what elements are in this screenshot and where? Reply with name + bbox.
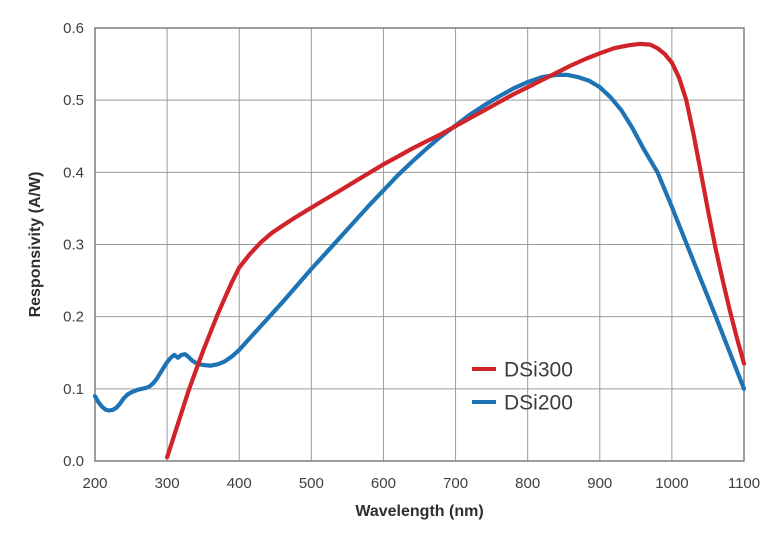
x-tick-label: 900 xyxy=(587,475,612,492)
plot-border xyxy=(94,27,745,462)
curve-dsi300 xyxy=(165,41,747,460)
y-tick-labels: 0.0 0.1 0.2 0.3 0.4 0.5 0.6 xyxy=(63,20,84,470)
curve-dsi200 xyxy=(92,72,747,413)
x-tick-label: 600 xyxy=(371,475,396,492)
x-tick-label: 500 xyxy=(299,475,324,492)
legend: DSi300 DSi200 xyxy=(472,359,573,415)
y-tick-label: 0.5 xyxy=(63,92,84,109)
gridlines xyxy=(94,27,745,462)
y-tick-label: 0.6 xyxy=(63,20,84,37)
y-tick-label: 0.1 xyxy=(63,381,84,398)
x-tick-label: 700 xyxy=(443,475,468,492)
legend-item-dsi300: DSi300 xyxy=(472,359,573,382)
x-tick-label: 800 xyxy=(515,475,540,492)
x-tick-label: 1100 xyxy=(728,475,760,492)
x-axis-title: Wavelength (nm) xyxy=(355,503,483,520)
legend-label-dsi200: DSi200 xyxy=(504,392,573,415)
y-tick-label: 0.2 xyxy=(63,309,84,326)
y-axis-title: Responsivity (A/W) xyxy=(27,172,44,318)
legend-item-dsi200: DSi200 xyxy=(472,392,573,415)
x-tick-label: 300 xyxy=(155,475,180,492)
y-tick-label: 0.0 xyxy=(63,453,84,470)
legend-label-dsi300: DSi300 xyxy=(504,359,573,382)
y-tick-label: 0.4 xyxy=(63,164,84,181)
x-tick-labels: 200 300 400 500 600 700 800 900 1000 1100 xyxy=(82,475,760,492)
y-tick-label: 0.3 xyxy=(63,237,84,254)
x-tick-label: 400 xyxy=(227,475,252,492)
x-tick-label: 200 xyxy=(82,475,107,492)
data-curves xyxy=(92,41,747,460)
x-tick-label: 1000 xyxy=(655,475,688,492)
